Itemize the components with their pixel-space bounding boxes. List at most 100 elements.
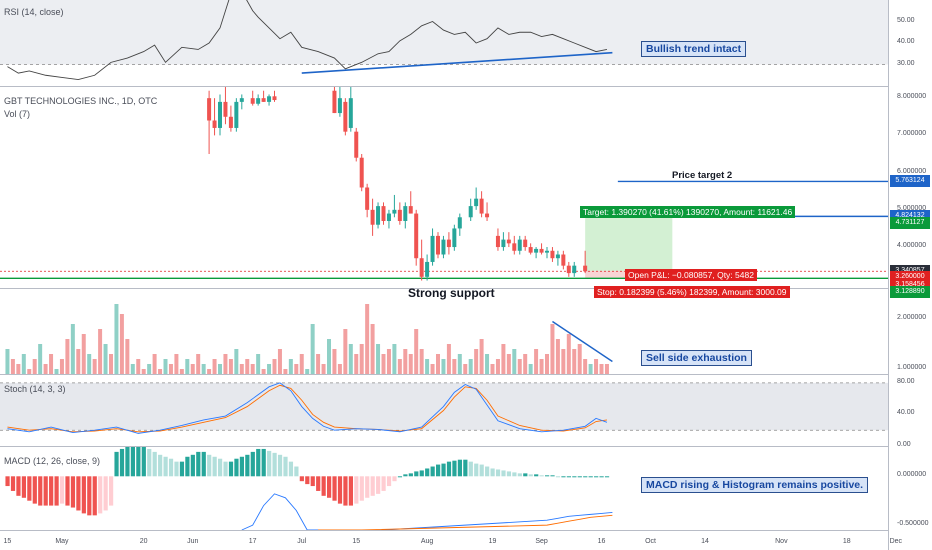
- volume-annotation[interactable]: Sell side exhaustion: [641, 350, 752, 366]
- macd-histogram-bar: [528, 474, 533, 477]
- candle-body: [212, 120, 217, 128]
- volume-bar: [463, 364, 468, 374]
- candle-body: [354, 131, 359, 158]
- volume-bar: [403, 349, 408, 374]
- price-target-2-label[interactable]: Price target 2: [672, 170, 733, 181]
- macd-histogram-bar: [485, 466, 490, 477]
- macd-histogram-bar: [419, 470, 424, 477]
- volume-bar: [256, 354, 261, 374]
- macd-histogram-bar: [534, 474, 539, 477]
- macd-histogram-bar: [87, 476, 92, 516]
- macd-histogram-bar: [354, 476, 359, 504]
- candle-body: [261, 98, 266, 102]
- volume-bar: [599, 364, 604, 374]
- volume-bar: [179, 369, 184, 374]
- volume-bar: [130, 364, 135, 374]
- volume-bar: [65, 339, 70, 374]
- volume-bar: [583, 359, 588, 374]
- volume-bar: [174, 354, 179, 374]
- volume-bar: [348, 344, 353, 374]
- volume-bar: [87, 354, 92, 374]
- macd-histogram-bar: [381, 476, 386, 491]
- rsi-pane-label[interactable]: RSI (14, close): [4, 7, 64, 17]
- rsi-band: [0, 0, 888, 65]
- macd-signal-line: [318, 514, 613, 531]
- volume-bar: [141, 369, 146, 374]
- macd-histogram-bar: [332, 476, 337, 501]
- volume-bar: [98, 329, 103, 374]
- volume-bar: [5, 349, 10, 374]
- macd-histogram-bar: [599, 476, 604, 478]
- trade-target-label[interactable]: Target: 1.390270 (41.61%) 1390270, Amoun…: [580, 206, 796, 218]
- volume-pane-label[interactable]: Vol (7): [4, 109, 31, 119]
- macd-histogram-bar: [65, 476, 70, 506]
- trade-pnl-label[interactable]: Open P&L: −0.080857, Qty: 5482: [625, 269, 757, 281]
- volume-bar: [561, 349, 566, 374]
- volume-bar: [474, 349, 479, 374]
- volume-bar: [594, 359, 599, 374]
- volume-bar: [277, 349, 282, 374]
- macd-histogram-bar: [267, 450, 272, 477]
- macd-histogram-bar: [512, 472, 517, 477]
- volume-bar: [38, 344, 43, 374]
- macd-histogram-bar: [550, 475, 555, 477]
- candle-body: [561, 254, 566, 266]
- price-tag: 3.128890: [890, 286, 930, 299]
- volume-bar: [21, 354, 26, 374]
- candle-body: [256, 98, 261, 104]
- macd-histogram-bar: [38, 476, 43, 506]
- macd-annotation[interactable]: MACD rising & Histogram remains positive…: [641, 477, 869, 493]
- macd-histogram-bar: [468, 461, 473, 477]
- rsi-trendline: [301, 51, 613, 74]
- support-label[interactable]: Strong support: [408, 286, 495, 300]
- macd-histogram-bar: [49, 476, 54, 506]
- stoch-pane-label[interactable]: Stoch (14, 3, 3): [4, 384, 66, 394]
- volume-bar: [305, 369, 310, 374]
- volume-bar: [10, 359, 15, 374]
- macd-histogram-bar: [425, 468, 430, 477]
- macd-pane-label[interactable]: MACD (12, 26, close, 9): [4, 456, 101, 466]
- candle-body: [517, 239, 522, 251]
- pane-separator-price: [0, 288, 888, 289]
- trade-stop-label[interactable]: Stop: 0.182399 (5.46%) 182399, Amount: 3…: [594, 286, 790, 298]
- volume-bar: [136, 359, 141, 374]
- volume-bar: [545, 354, 549, 374]
- volume-bar: [92, 359, 97, 374]
- volume-bar: [572, 349, 577, 374]
- macd-tick-label: -0.500000: [897, 520, 929, 528]
- volume-bar: [604, 364, 609, 374]
- candle-body: [397, 209, 402, 221]
- date-axis-label: 19: [488, 538, 497, 545]
- volume-bar: [196, 354, 201, 374]
- candle-body: [485, 213, 490, 218]
- volume-bar: [147, 364, 152, 374]
- macd-histogram-bar: [343, 476, 348, 506]
- rsi-annotation[interactable]: Bullish trend intact: [641, 41, 747, 57]
- candle-body: [332, 90, 337, 114]
- macd-histogram-bar: [337, 476, 343, 504]
- volume-bar: [81, 334, 86, 374]
- date-axis-label: Nov: [775, 538, 788, 545]
- candle-body: [506, 239, 511, 244]
- volume-bar: [103, 344, 108, 374]
- volume-bar: [381, 354, 386, 374]
- macd-histogram-bar: [397, 476, 403, 478]
- macd-histogram-bar: [59, 476, 65, 504]
- date-axis-label: Dec: [889, 538, 903, 545]
- volume-bar: [119, 314, 124, 374]
- macd-histogram-bar: [370, 476, 375, 496]
- price-pane-title[interactable]: GBT TECHNOLOGIES INC., 1D, OTC: [4, 96, 158, 106]
- macd-histogram-bar: [316, 476, 321, 491]
- volume-bar: [283, 369, 288, 374]
- volume-bar: [419, 349, 424, 374]
- candle-body: [250, 98, 255, 104]
- volume-bar: [534, 349, 539, 374]
- date-axis-label: Jun: [187, 538, 199, 545]
- price-tag: 4.731127: [890, 217, 930, 230]
- macd-histogram-bar: [21, 476, 26, 498]
- volume-bar: [223, 354, 228, 374]
- macd-histogram-bar: [147, 448, 152, 477]
- volume-bar: [310, 324, 315, 374]
